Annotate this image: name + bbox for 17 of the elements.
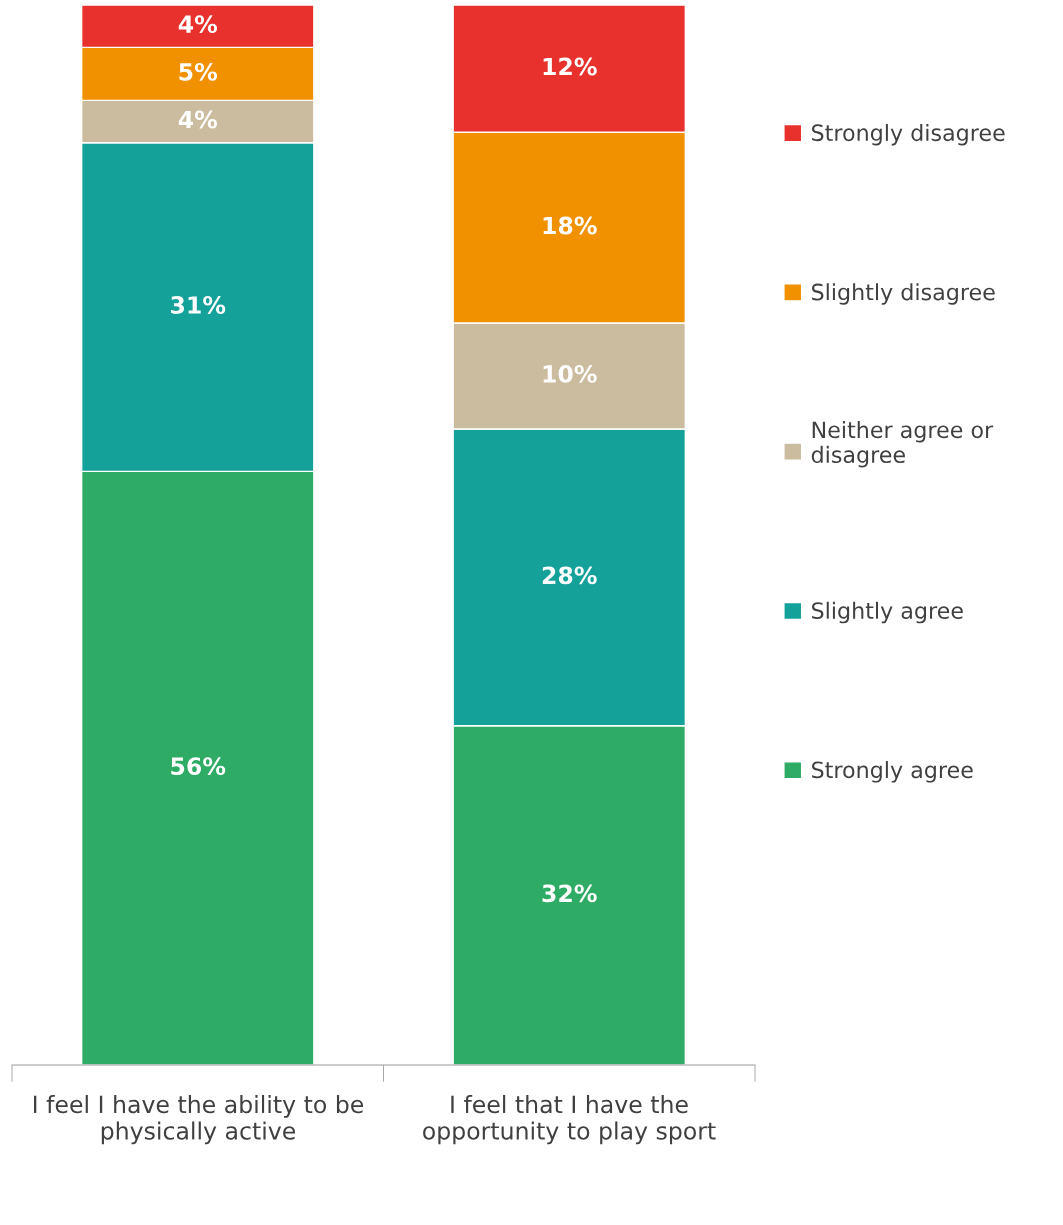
data-label: 10% [543, 364, 597, 383]
legend-label: Neither agree or disagree [811, 420, 994, 468]
legend-label: Strongly agree [812, 761, 973, 783]
data-label: 28% [542, 566, 597, 585]
legend-label: Slightly disagree [812, 283, 995, 305]
data-label: 12% [543, 57, 597, 76]
data-label: 5% [179, 62, 218, 81]
data-label: 56% [171, 757, 226, 776]
x-tick-label: I feel that I have the opportunity to play sport [423, 1095, 716, 1145]
data-label: 32% [542, 884, 597, 903]
legend-label: Slightly agree [812, 601, 963, 624]
data-label: 31% [171, 296, 226, 314]
data-label: 4% [178, 110, 218, 129]
data-label: 18% [543, 216, 597, 235]
data-label: 4% [178, 15, 218, 34]
legend-label: Strongly disagree [812, 123, 1005, 146]
x-tick-label: I feel I have the ability to be physically active [33, 1095, 364, 1145]
